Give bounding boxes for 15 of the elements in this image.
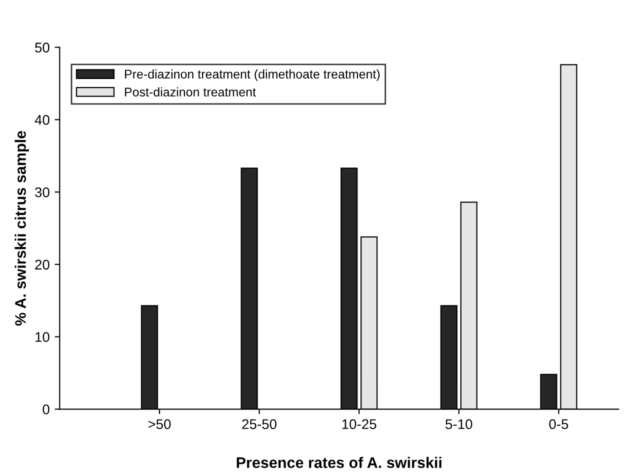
legend-label: Pre-diazinon treatment (dimethoate treatment) [125,69,380,82]
y-tick-label: 20 [35,260,50,270]
x-tick-label: >50 [148,419,171,430]
y-axis-title: % A. swirskii citrus sample [14,130,29,326]
y-tick-label: 0 [42,404,50,414]
x-tick-label: 0-5 [549,419,568,430]
x-tick-label: 5-10 [446,419,472,430]
y-tick-label: 30 [35,187,50,198]
x-tick-label: 25-50 [242,419,276,430]
legend-label: Post-diazinon treatment [125,87,256,96]
y-tick-label: 40 [34,115,50,125]
y-tick-label: 50 [35,42,50,52]
x-axis-title: Presence rates of A. swirskii [236,456,442,468]
x-tick-label: 10-25 [342,419,376,430]
y-tick-label: 10 [36,332,50,342]
